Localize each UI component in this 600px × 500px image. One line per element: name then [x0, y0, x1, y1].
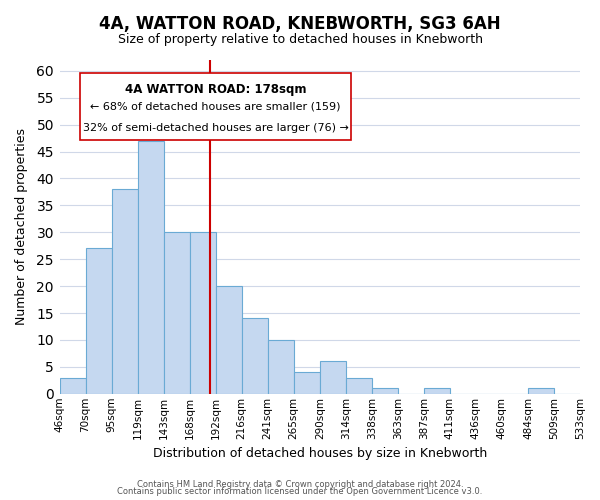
Bar [190, 232, 215, 394]
Bar [372, 388, 398, 394]
Text: Size of property relative to detached houses in Knebworth: Size of property relative to detached ho… [118, 32, 482, 46]
Text: 32% of semi-detached houses are larger (76) →: 32% of semi-detached houses are larger (… [83, 123, 349, 133]
Y-axis label: Number of detached properties: Number of detached properties [15, 128, 28, 326]
Bar [137, 140, 164, 394]
Bar [59, 378, 86, 394]
Bar [242, 318, 268, 394]
Bar [424, 388, 450, 394]
Bar [346, 378, 372, 394]
Bar [112, 189, 137, 394]
Text: Contains public sector information licensed under the Open Government Licence v3: Contains public sector information licen… [118, 487, 482, 496]
Text: Contains HM Land Registry data © Crown copyright and database right 2024.: Contains HM Land Registry data © Crown c… [137, 480, 463, 489]
Bar [86, 248, 112, 394]
Bar [294, 372, 320, 394]
Bar [320, 362, 346, 394]
Bar [528, 388, 554, 394]
Text: ← 68% of detached houses are smaller (159): ← 68% of detached houses are smaller (15… [91, 102, 341, 112]
Text: 4A WATTON ROAD: 178sqm: 4A WATTON ROAD: 178sqm [125, 84, 307, 96]
X-axis label: Distribution of detached houses by size in Knebworth: Distribution of detached houses by size … [152, 447, 487, 460]
Text: 4A, WATTON ROAD, KNEBWORTH, SG3 6AH: 4A, WATTON ROAD, KNEBWORTH, SG3 6AH [99, 15, 501, 33]
Bar [268, 340, 294, 394]
FancyBboxPatch shape [80, 74, 351, 140]
Bar [215, 286, 242, 394]
Bar [164, 232, 190, 394]
